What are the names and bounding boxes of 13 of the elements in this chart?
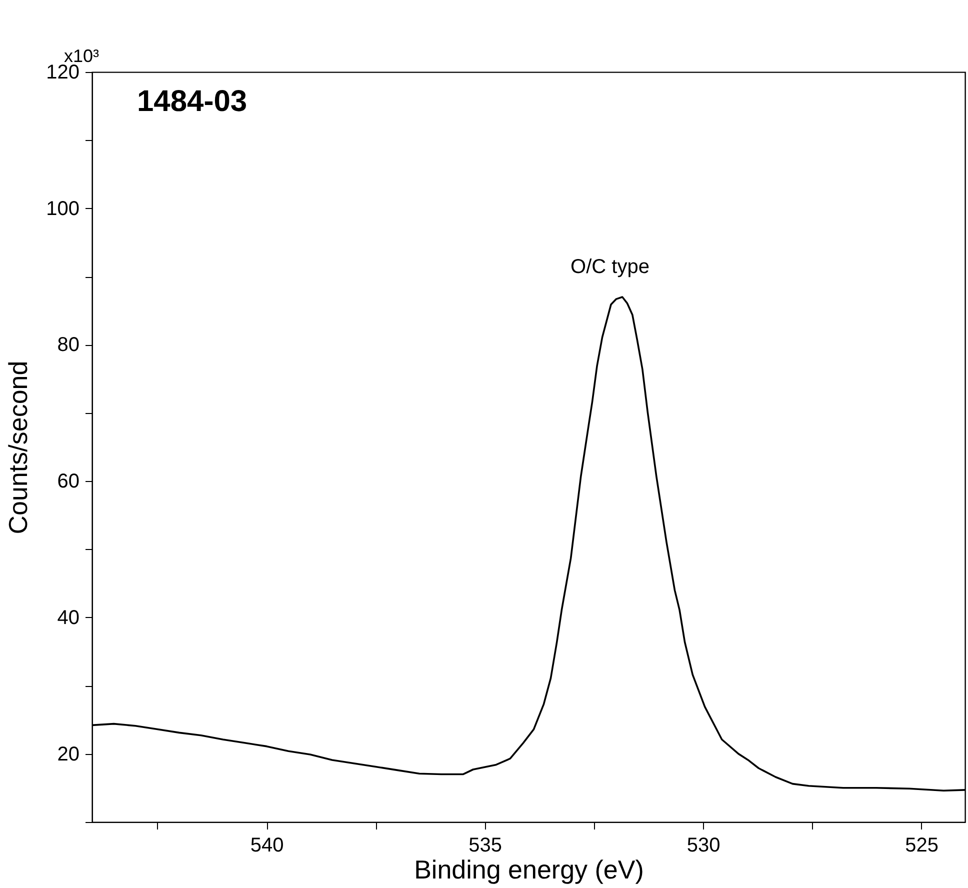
annotation: O/C type: [570, 256, 650, 278]
x-tick-label: 535: [468, 834, 502, 856]
y-tick-label: 80: [57, 334, 80, 356]
x-axis-title: Binding energy (eV): [414, 854, 644, 884]
x-tick-label: 530: [686, 834, 720, 856]
x-tick-label: 525: [905, 834, 939, 856]
y-tick-label: 60: [57, 470, 80, 493]
x-tick-label: 540: [250, 834, 284, 856]
y-tick-label: 20: [57, 743, 80, 766]
y-tick-label: 100: [46, 198, 80, 220]
y-axis-title: Counts/second: [3, 360, 34, 534]
annotation: 1484-03: [137, 85, 248, 118]
y-tick-label: 40: [57, 606, 80, 629]
